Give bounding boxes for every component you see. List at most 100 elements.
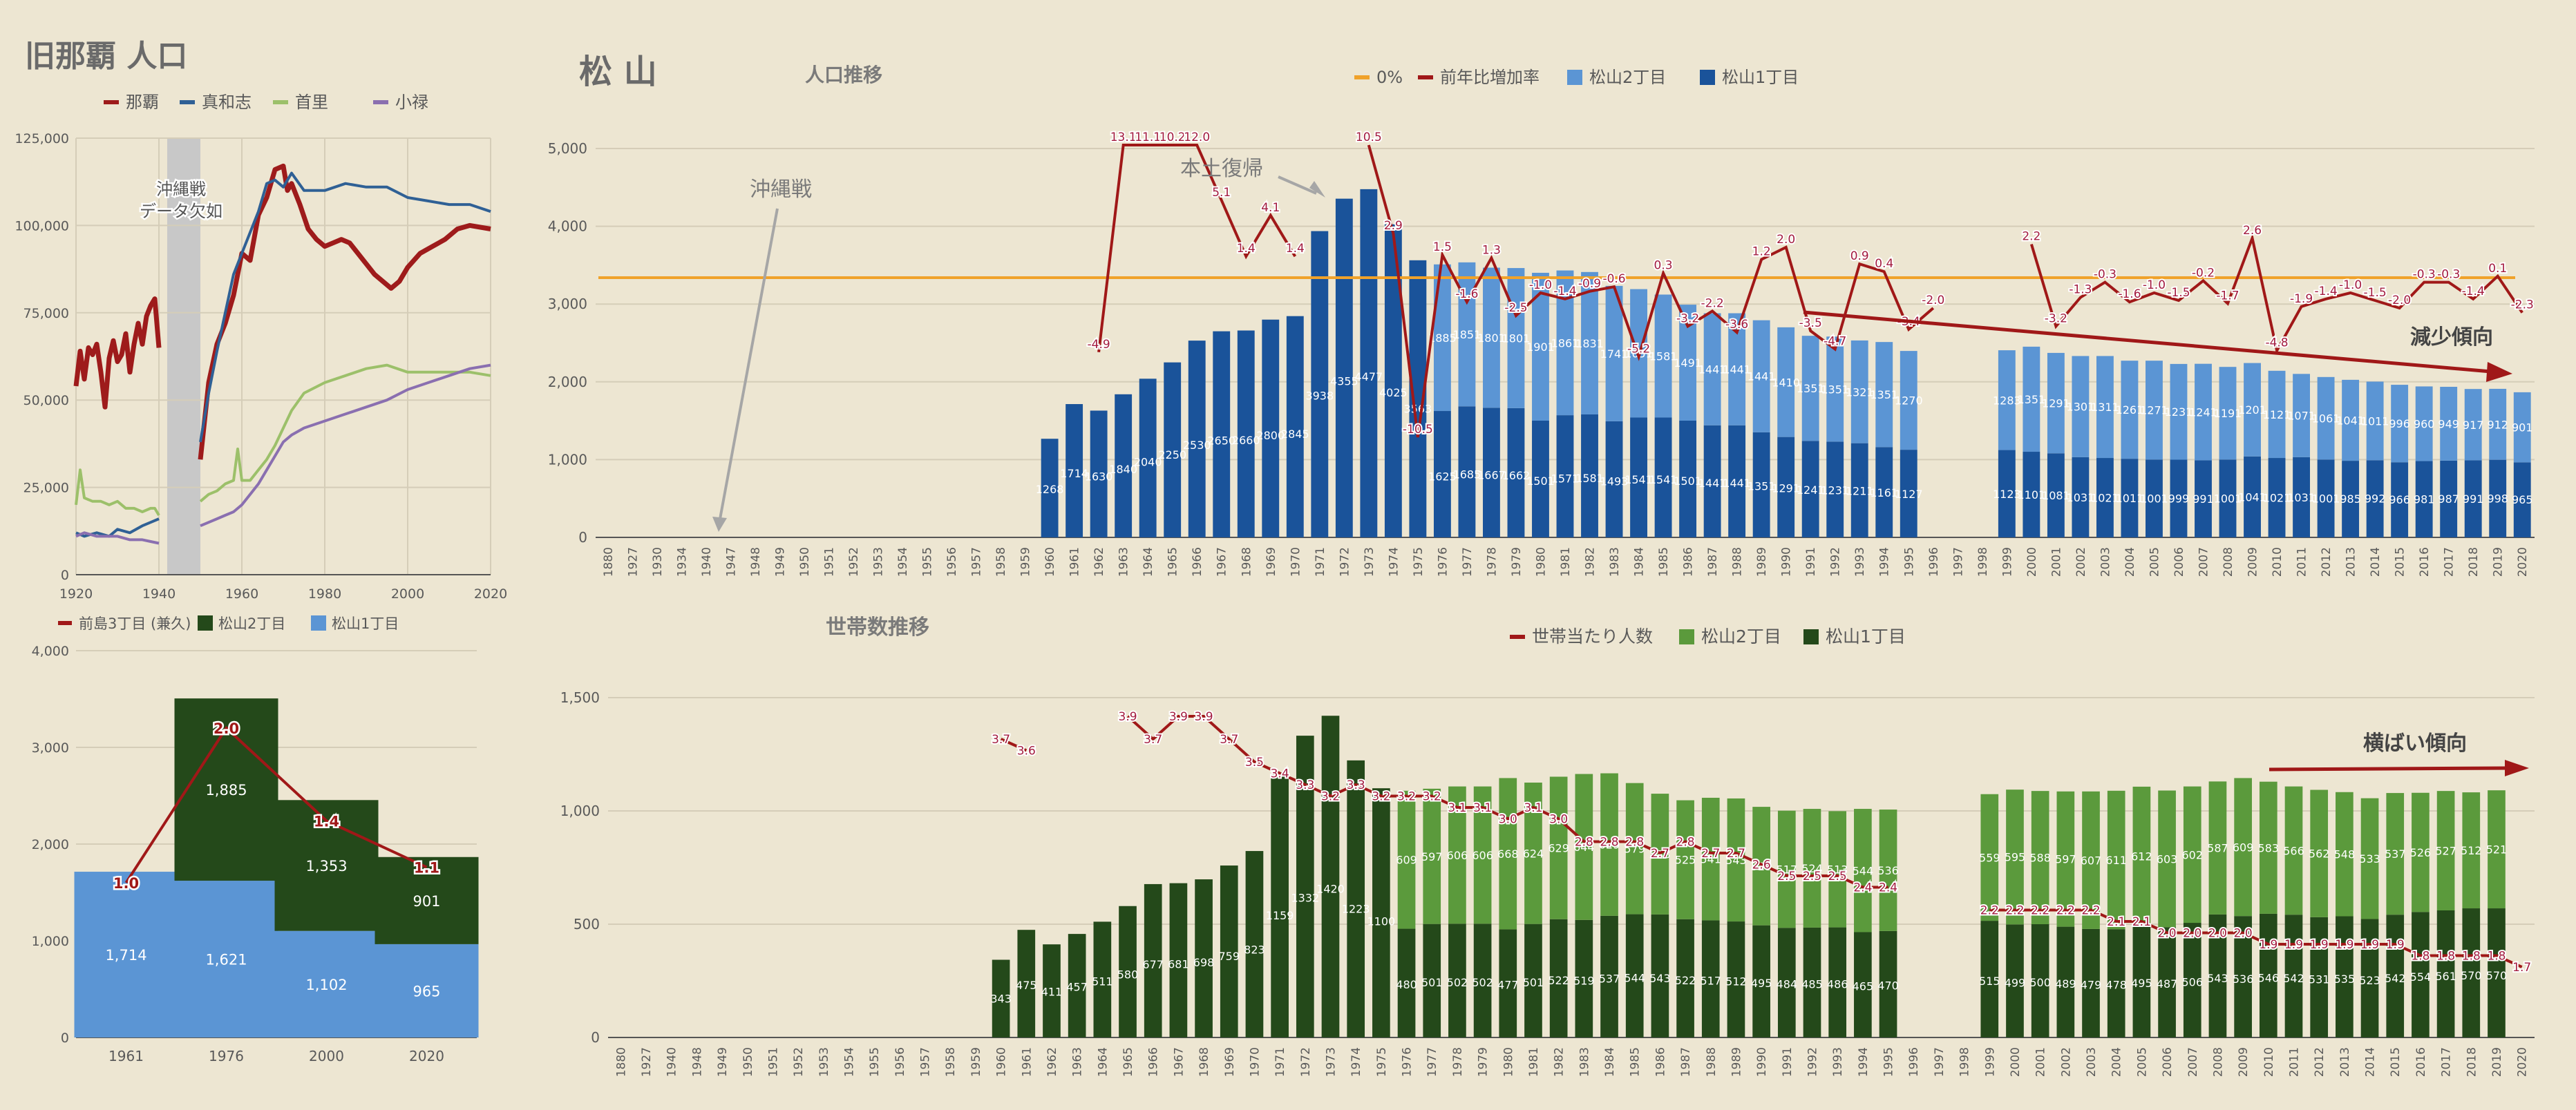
bar-lower-label-19: 511 — [1092, 975, 1113, 988]
bar-upper-label-43: 1581 — [1649, 350, 1678, 363]
rate-label-38: -1.0 — [1529, 278, 1552, 292]
household-size-label-25: 3.5 — [1245, 756, 1264, 769]
x-tick-7: 1949 — [773, 547, 787, 577]
y-tick-5: 5,000 — [548, 140, 587, 157]
household-size-label-23: 3.9 — [1195, 710, 1213, 724]
household-size-label-45: 2.6 — [1752, 859, 1771, 872]
bar-lower-57 — [1998, 450, 2016, 537]
rate-label-63: -1.0 — [2143, 278, 2166, 292]
bar-upper-37 — [1549, 776, 1568, 919]
bar-upper-38 — [1575, 774, 1593, 920]
y-tick-0: 0 — [61, 568, 69, 583]
bar-lower-49 — [1801, 441, 1819, 537]
bar-lower-38 — [1532, 420, 1549, 537]
bar-upper-48 — [1777, 327, 1795, 437]
x-tick-73: 2018 — [2465, 1047, 2479, 1077]
x-tick-16: 1961 — [1020, 1047, 1034, 1077]
bar-upper-46 — [1777, 810, 1796, 928]
trend-annotation: 減少傾向 — [2410, 325, 2493, 350]
x-tick-56: 1998 — [1976, 547, 1990, 577]
gap-annotation-0: 沖縄戦 — [156, 180, 206, 199]
x-tick-31: 1973 — [1363, 547, 1376, 577]
x-tick-43: 1985 — [1657, 547, 1671, 577]
bar-lower-label-53: 1127 — [1895, 488, 1923, 501]
bar-lower-37 — [1507, 408, 1525, 537]
bar-lower-label-15: 343 — [990, 992, 1012, 1005]
population-chart: 人口推移 0% 前年比増加率 松山2丁目 松山1丁目 0 1,000 2,000 3,000 4,… — [548, 64, 2535, 577]
legend-swatch-2 — [311, 615, 326, 631]
rate-label-75: -0.3 — [2437, 268, 2460, 282]
bar-upper-label-50: 536 — [1877, 864, 1899, 877]
bar-lower-52 — [1875, 447, 1893, 537]
bar-upper-label-34: 1885 — [1428, 332, 1457, 345]
bar-upper-label-73: 512 — [2461, 844, 2482, 857]
bar-lower-label-20: 580 — [1117, 968, 1139, 981]
bar-upper-71 — [2342, 379, 2360, 461]
household-size-label-63: 2.0 — [2208, 927, 2227, 941]
bar-upper-label-67: 562 — [2309, 848, 2330, 861]
x-tick-60: 2005 — [2135, 1047, 2149, 1077]
bar-lower-30 — [1372, 788, 1390, 1037]
bar-upper-label-54: 559 — [1979, 851, 2000, 864]
bar-lower-74 — [2415, 461, 2433, 537]
rate-label-25: 5.1 — [1212, 186, 1231, 200]
bar-upper-label-3: 901 — [413, 893, 440, 910]
bar-lower-17 — [1043, 944, 1061, 1037]
x-tick-14: 1956 — [945, 547, 959, 577]
household-size-label-39: 2.8 — [1600, 836, 1619, 850]
x-tick-50: 1995 — [1882, 1047, 1896, 1077]
bar-upper-label-65: 1241 — [2189, 406, 2217, 419]
x-tick-24: 1969 — [1223, 1047, 1237, 1077]
rate-label-39: -1.4 — [1553, 285, 1576, 298]
x-tick-45: 1987 — [1706, 547, 1720, 577]
bar-lower-58 — [2082, 928, 2100, 1037]
bar-lower-40 — [1581, 414, 1598, 537]
bar-lower-36 — [1483, 408, 1500, 537]
bar-lower-44 — [1727, 921, 1745, 1037]
series-line-3 — [75, 363, 491, 545]
household-size-label-31: 3.2 — [1397, 790, 1416, 804]
rate-label-22: 11.1 — [1135, 131, 1161, 144]
bar-lower-label-75: 987 — [2438, 492, 2459, 506]
war-arrow-head — [712, 517, 727, 532]
household-size-label-72: 1.8 — [2436, 950, 2455, 964]
x-tick-72: 2014 — [2369, 547, 2383, 577]
bar-lower-67 — [2244, 456, 2261, 537]
rate-label-31: 10.5 — [1356, 131, 1382, 144]
x-tick-25: 1967 — [1215, 547, 1229, 577]
bar-upper-label-58: 1351 — [2018, 393, 2046, 406]
x-tick-31: 1976 — [1401, 1047, 1414, 1077]
x-tick-8: 1953 — [817, 1047, 831, 1077]
bar-lower-35 — [1458, 406, 1476, 537]
legend-label-2: 松山1丁目 — [332, 615, 399, 632]
rate-label-28: 1.4 — [1286, 242, 1305, 256]
x-tick-27: 1972 — [1299, 1047, 1313, 1077]
bar-lower-label-61: 1021 — [2091, 491, 2119, 504]
x-tick-55: 2000 — [2009, 1047, 2023, 1077]
y-tick-3: 75,000 — [23, 306, 69, 321]
rate-label-61: -0.3 — [2094, 268, 2116, 282]
bar-lower-label-39: 1571 — [1551, 472, 1580, 485]
trend-arrow-shaft — [2269, 766, 2509, 772]
bar-lower-23 — [1164, 362, 1182, 537]
bar-lower-37 — [1549, 919, 1568, 1037]
x-tick-29: 1974 — [1349, 1047, 1363, 1077]
bar-upper-label-62: 602 — [2181, 848, 2203, 861]
household-size-label-34: 3.1 — [1473, 801, 1492, 815]
bar-lower-72 — [2436, 910, 2455, 1037]
bar-upper-63 — [2146, 361, 2163, 460]
bar-upper-49 — [1801, 336, 1819, 441]
bar-lower-label-72: 561 — [2435, 970, 2456, 983]
bar-upper-label-36: 1801 — [1477, 332, 1506, 345]
legend-label-1: 真和志 — [202, 93, 252, 112]
bar-upper-label-57: 597 — [2055, 853, 2076, 866]
bar-lower-29 — [1311, 231, 1329, 537]
x-tick-26: 1968 — [1240, 547, 1253, 577]
bar-lower-label-49: 1241 — [1797, 484, 1825, 497]
x-tick-5: 1950 — [741, 1047, 755, 1077]
x-tick-51: 1996 — [1907, 1047, 1921, 1077]
rate-label-52: 0.4 — [1875, 257, 1893, 271]
x-tick-61: 2006 — [2161, 1047, 2175, 1077]
bar-lower-label-1: 1,621 — [205, 952, 247, 968]
household-size-label-15: 3.7 — [992, 733, 1010, 747]
